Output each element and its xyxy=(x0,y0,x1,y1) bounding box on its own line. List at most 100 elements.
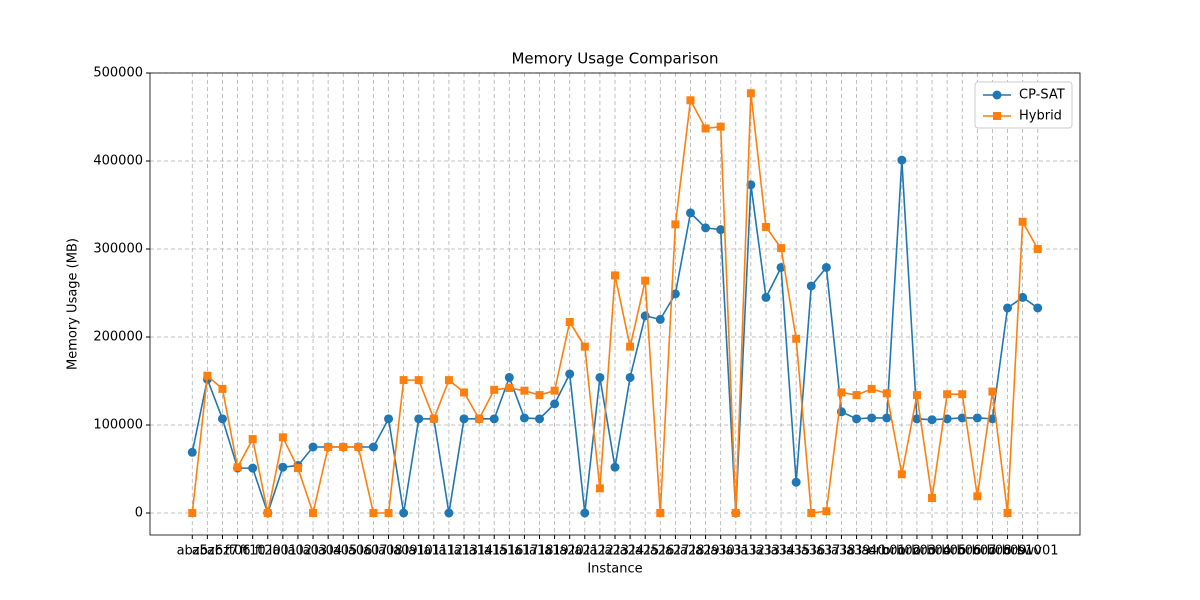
legend-label: CP-SAT xyxy=(1019,88,1065,103)
point xyxy=(656,509,665,517)
point xyxy=(611,271,619,280)
point xyxy=(792,334,801,343)
x-tick-label: la36 xyxy=(797,544,825,559)
point xyxy=(293,464,302,473)
y-tick-label: 500000 xyxy=(93,66,143,81)
y-tick-label: 400000 xyxy=(93,154,143,169)
point xyxy=(520,386,529,395)
x-axis-label: Instance xyxy=(587,562,642,577)
point xyxy=(1018,217,1027,226)
point xyxy=(1018,292,1028,302)
chart-title: Memory Usage Comparison xyxy=(511,50,718,68)
x-tick-label: la32 xyxy=(737,544,765,559)
y-tick-label: 200000 xyxy=(93,330,143,345)
point xyxy=(233,463,242,472)
point xyxy=(278,462,288,472)
y-tick-label: 100000 xyxy=(93,418,143,433)
x-tick-label: abz5 xyxy=(177,544,208,559)
point xyxy=(399,376,408,385)
x-tick-label: la31 xyxy=(722,544,750,559)
point xyxy=(610,462,620,472)
point xyxy=(550,386,559,395)
x-tick-label: abz6 xyxy=(192,544,223,559)
point xyxy=(308,442,318,452)
point xyxy=(987,414,997,424)
point xyxy=(1033,245,1042,253)
x-tick-label: la17 xyxy=(510,544,538,559)
point xyxy=(806,281,816,291)
point xyxy=(641,276,650,285)
point xyxy=(384,509,393,517)
point xyxy=(912,414,922,424)
x-tick-label: la35 xyxy=(782,544,810,559)
x-tick-label: la13 xyxy=(450,544,478,559)
point xyxy=(580,508,590,518)
point xyxy=(821,262,831,272)
point xyxy=(429,414,438,423)
point xyxy=(1003,303,1013,313)
point xyxy=(686,96,695,105)
point xyxy=(550,399,560,409)
x-tick-label: orb04 xyxy=(913,544,951,559)
point xyxy=(248,463,258,473)
point xyxy=(958,390,967,399)
x-tick-label: la02 xyxy=(284,544,312,559)
point xyxy=(701,223,711,233)
x-tick-label: la05 xyxy=(329,544,357,559)
point xyxy=(943,390,952,399)
x-tick-label: la30 xyxy=(707,544,735,559)
point xyxy=(368,442,378,452)
x-tick-label: la14 xyxy=(465,544,493,559)
x-tick-label: la24 xyxy=(616,544,644,559)
point xyxy=(882,413,892,423)
point xyxy=(489,414,499,424)
y-tick-label: 0 xyxy=(135,506,143,521)
x-tick-label: la21 xyxy=(571,544,599,559)
x-tick-label: la28 xyxy=(676,544,704,559)
point xyxy=(897,470,906,479)
point xyxy=(565,369,575,379)
point xyxy=(263,509,272,517)
legend: CP-SAT Hybrid xyxy=(974,81,1073,129)
point xyxy=(475,414,484,423)
point xyxy=(928,494,937,503)
x-tick-label: la40 xyxy=(858,544,886,559)
point xyxy=(626,342,635,351)
x-tick-label: la23 xyxy=(601,544,629,559)
point xyxy=(942,414,952,424)
point xyxy=(761,223,770,231)
x-tick-label: orb08 xyxy=(973,544,1011,559)
point xyxy=(655,314,665,324)
x-tick-label: la19 xyxy=(541,544,569,559)
point xyxy=(459,414,469,424)
point xyxy=(248,435,257,444)
point xyxy=(1033,303,1043,313)
point xyxy=(1003,509,1012,517)
point xyxy=(625,372,635,382)
x-tick-label: la15 xyxy=(480,544,508,559)
point xyxy=(535,414,545,424)
plot-frame xyxy=(149,72,1081,536)
x-tick-label: orb07 xyxy=(958,544,996,559)
point xyxy=(595,484,604,493)
x-tick-label: la27 xyxy=(661,544,689,559)
x-tick-label: orb01 xyxy=(868,544,906,559)
x-tick-label: la08 xyxy=(374,544,402,559)
point xyxy=(882,389,891,398)
x-tick-label: la22 xyxy=(586,544,614,559)
point xyxy=(716,225,726,235)
x-tick-label: la26 xyxy=(646,544,674,559)
point xyxy=(414,414,424,424)
y-tick-label: 300000 xyxy=(93,242,143,257)
point xyxy=(822,507,831,516)
point xyxy=(187,447,197,457)
point xyxy=(807,509,816,517)
legend-marker xyxy=(992,90,1002,100)
point xyxy=(339,443,348,451)
x-tick-label: la38 xyxy=(827,544,855,559)
point xyxy=(746,180,756,190)
x-tick-label: swv01 xyxy=(1017,544,1059,559)
point xyxy=(685,208,695,218)
point xyxy=(701,124,710,133)
point xyxy=(217,414,227,424)
